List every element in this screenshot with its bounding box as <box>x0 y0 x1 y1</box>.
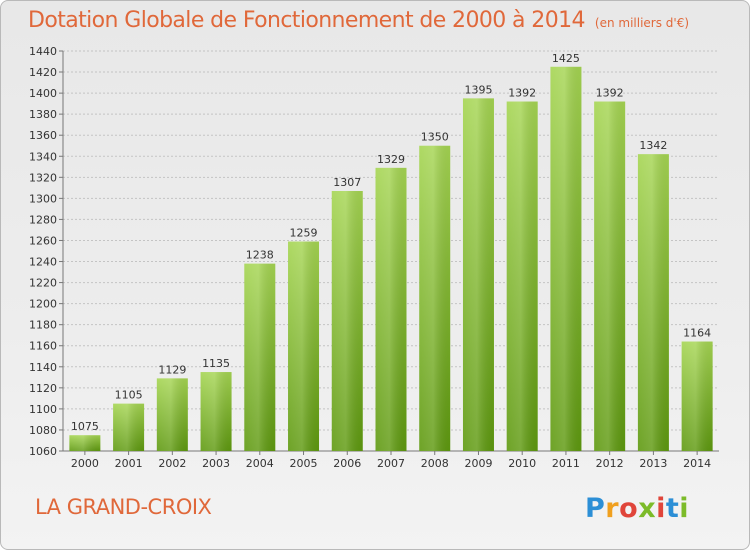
x-tick-label-2007: 2007 <box>377 457 405 470</box>
x-tick-label-2012: 2012 <box>596 457 624 470</box>
data-label-2012: 1392 <box>596 87 624 100</box>
bar-shine-2012 <box>594 101 626 452</box>
y-tick-label: 1300 <box>29 192 57 205</box>
x-tick-label-2001: 2001 <box>115 457 143 470</box>
data-label-2014: 1164 <box>683 327 711 340</box>
bar-shine-2003 <box>200 372 232 451</box>
bar-shine-2004 <box>244 263 276 451</box>
x-tick-label-2004: 2004 <box>246 457 274 470</box>
y-tick-label: 1400 <box>29 87 57 100</box>
y-tick-label: 1260 <box>29 234 57 247</box>
y-tick-label: 1220 <box>29 277 57 290</box>
y-tick-label: 1140 <box>29 361 57 374</box>
data-label-2005: 1259 <box>290 227 318 240</box>
x-tick-label-2011: 2011 <box>552 457 580 470</box>
data-label-2011: 1425 <box>552 52 580 65</box>
x-tick-label-2000: 2000 <box>71 457 99 470</box>
y-tick-label: 1080 <box>29 424 57 437</box>
data-label-2004: 1238 <box>246 249 274 262</box>
y-tick-label: 1060 <box>29 445 57 458</box>
bar-shine-2002 <box>156 378 188 451</box>
data-label-2000: 1075 <box>71 420 99 433</box>
y-tick-label: 1380 <box>29 108 57 121</box>
data-label-2007: 1329 <box>377 153 405 166</box>
x-tick-label-2009: 2009 <box>464 457 492 470</box>
x-tick-label-2006: 2006 <box>333 457 361 470</box>
place-name: LA GRAND-CROIX <box>35 495 212 519</box>
data-label-2013: 1342 <box>639 139 667 152</box>
bar-shine-2010 <box>506 101 538 452</box>
y-tick-label: 1180 <box>29 319 57 332</box>
y-tick-label: 1120 <box>29 382 57 395</box>
y-tick-label: 1320 <box>29 171 57 184</box>
data-label-2003: 1135 <box>202 357 230 370</box>
proxiti-logo: Proxiti <box>585 493 690 524</box>
bar-shine-2011 <box>550 66 582 451</box>
x-tick-label-2014: 2014 <box>683 457 711 470</box>
y-tick-label: 1280 <box>29 213 57 226</box>
y-tick-label: 1360 <box>29 129 57 142</box>
chart-subtitle: (en milliers d'€) <box>594 16 690 30</box>
y-tick-label: 1240 <box>29 256 57 269</box>
y-tick-label: 1100 <box>29 403 57 416</box>
y-tick-label: 1160 <box>29 340 57 353</box>
y-tick-label: 1420 <box>29 66 57 79</box>
data-label-2010: 1392 <box>508 87 536 100</box>
y-tick-label: 1200 <box>29 298 57 311</box>
chart-title: Dotation Globale de Fonctionnement de 20… <box>28 8 689 33</box>
bar-shine-2009 <box>462 98 494 452</box>
bar-shine-2014 <box>681 341 713 451</box>
bar-shine-2008 <box>419 145 451 451</box>
bar-shine-2001 <box>113 403 145 451</box>
x-tick-label-2010: 2010 <box>508 457 536 470</box>
data-label-2002: 1129 <box>158 363 186 376</box>
bar-shine-2005 <box>288 241 320 451</box>
x-tick-label-2013: 2013 <box>639 457 667 470</box>
bars <box>69 66 713 452</box>
x-tick-label-2005: 2005 <box>290 457 318 470</box>
data-label-2009: 1395 <box>464 83 492 96</box>
x-tick-label-2002: 2002 <box>158 457 186 470</box>
data-labels: 1075 1105 1129 1135 1238 1259 1307 1329 1350 1395… <box>71 52 711 433</box>
chart-title-text: Dotation Globale de Fonctionnement de 20… <box>28 8 586 33</box>
data-label-2008: 1350 <box>421 131 449 144</box>
data-label-2006: 1307 <box>333 176 361 189</box>
bar-shine-2006 <box>331 191 363 451</box>
x-tick-label-2003: 2003 <box>202 457 230 470</box>
bar-shine-2013 <box>637 154 669 451</box>
bar-shine-2007 <box>375 167 407 451</box>
x-tick-label-2008: 2008 <box>421 457 449 470</box>
y-tick-label: 1440 <box>29 45 57 58</box>
data-label-2001: 1105 <box>115 389 143 402</box>
bar-shine-2000 <box>69 435 101 451</box>
y-tick-label: 1340 <box>29 150 57 163</box>
